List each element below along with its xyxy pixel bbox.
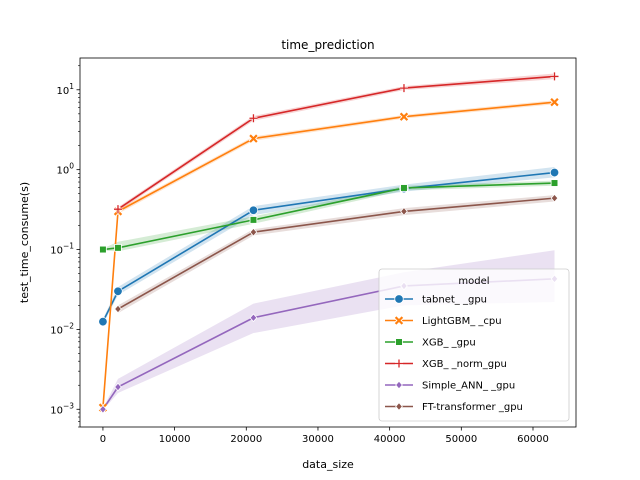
legend-marker-shape [395, 338, 403, 346]
point-series-3-1-shape [249, 114, 258, 123]
x-tick-label-1: 10000 [159, 434, 191, 445]
point-series-0-2-shape [248, 205, 259, 215]
legend-marker [394, 315, 404, 326]
legend-item-0: tabnet_ _gpu [385, 294, 487, 306]
point-series-1-3 [399, 111, 409, 122]
legend-label: Simple_ANN_ _gpu [422, 381, 515, 392]
point-series-5-0-shape [114, 304, 122, 314]
legend-item-5: FT-transformer _gpu [385, 402, 523, 413]
line-series-3 [117, 75, 555, 210]
point-series-4-1 [114, 382, 122, 392]
point-series-1-4-shape [550, 97, 559, 107]
legend-label: XGB_ _norm_gpu [422, 359, 507, 370]
point-series-5-3 [550, 193, 559, 203]
y-axis: 10−3 10−2 10−1 100 101 [50, 65, 80, 428]
point-series-1-2-shape [249, 134, 258, 143]
band-series-2 [102, 180, 555, 252]
y-tick-label-4: 101 [56, 82, 74, 97]
point-series-2-1-shape [114, 244, 122, 252]
point-series-3-2-shape [399, 84, 408, 93]
legend-item-3: XGB_ _norm_gpu [385, 359, 507, 370]
point-series-1-2 [248, 133, 259, 144]
legend-item-2: XGB_ _gpu [385, 338, 476, 349]
point-series-0-4-shape [549, 167, 560, 178]
point-series-2-4 [550, 179, 559, 187]
point-series-2-3 [400, 184, 408, 192]
legend: model tabnet_ _gpu LightGBM_ _cpu XGB_ _gp… [378, 268, 570, 422]
point-series-0-1-shape [113, 286, 123, 296]
legend-item-4: Simple_ANN_ _gpu [385, 381, 515, 392]
legend-marker-shape [395, 359, 403, 368]
point-series-4-2 [249, 313, 258, 323]
legend-marker [394, 294, 404, 304]
y-axis-title: test_time_consume(s) [18, 182, 31, 303]
x-tick-label-3: 30000 [302, 434, 334, 445]
point-series-3-0-shape [113, 205, 122, 214]
x-axis-title: data_size [302, 458, 354, 471]
y-tick-label-2: 10−1 [50, 242, 74, 257]
legend-marker [395, 359, 403, 368]
point-series-3-3-shape [550, 72, 559, 81]
point-series-2-0 [99, 245, 107, 254]
chart-title: time_prediction [281, 38, 374, 52]
y-tick-label-0: 10−3 [50, 401, 74, 416]
x-tick-label-6: 60000 [517, 434, 549, 445]
point-series-3-1 [249, 114, 258, 123]
point-series-0-0 [98, 316, 108, 327]
line-series-5 [117, 197, 555, 310]
legend-marker [395, 380, 403, 390]
point-series-5-3-shape [550, 193, 559, 203]
point-series-5-1-shape [249, 227, 258, 237]
plot-frame [79, 57, 577, 428]
legend-marker [395, 402, 403, 411]
point-series-2-2 [249, 216, 258, 224]
legend-label: tabnet_ _gpu [422, 295, 487, 306]
point-series-0-4 [549, 167, 560, 178]
point-series-0-0-shape [98, 316, 108, 327]
legend-box [378, 268, 570, 422]
point-series-3-3 [550, 72, 559, 81]
legend-title: model [458, 276, 489, 287]
band-series-3 [117, 73, 555, 212]
y-tick-label-3: 100 [56, 162, 74, 177]
band-series-5 [117, 195, 555, 314]
x-tick-label-5: 50000 [445, 434, 477, 445]
legend-marker-shape [395, 380, 403, 390]
x-tick-label-0: 0 [100, 434, 106, 445]
legend-label: FT-transformer _gpu [422, 402, 523, 413]
point-series-4-2-shape [249, 313, 258, 323]
point-series-3-2 [399, 84, 408, 93]
point-series-4-0-shape [99, 404, 107, 414]
point-series-5-2-shape [400, 207, 408, 216]
legend-marker-shape [395, 402, 403, 411]
point-series-0-2 [248, 205, 259, 215]
point-series-2-1 [114, 244, 122, 252]
y-tick-label-1: 10−2 [50, 321, 74, 336]
point-series-5-1 [249, 227, 258, 237]
legend-label: LightGBM_ _cpu [422, 316, 502, 327]
point-series-1-3-shape [399, 112, 409, 121]
legend-marker [395, 338, 403, 346]
x-axis: 0 10000 20000 30000 40000 50000 60000 [100, 427, 549, 445]
point-series-1-4 [549, 97, 560, 107]
point-series-5-2 [400, 207, 408, 216]
x-tick-label-2: 20000 [230, 434, 262, 445]
x-tick-label-4: 40000 [374, 434, 406, 445]
legend-marker-shape [394, 316, 404, 325]
point-series-4-0 [99, 404, 107, 414]
legend-item-1: LightGBM_ _cpu [385, 315, 502, 327]
point-series-4-1-shape [114, 382, 122, 392]
point-series-2-3-shape [400, 184, 408, 192]
point-series-2-2-shape [249, 216, 258, 224]
point-series-0-1 [113, 286, 123, 296]
legend-marker-shape [394, 294, 404, 304]
point-series-5-0 [114, 304, 122, 314]
legend-label: XGB_ _gpu [422, 338, 476, 349]
point-series-3-0 [113, 205, 122, 214]
point-series-2-4-shape [550, 179, 559, 187]
point-series-2-0-shape [99, 245, 107, 254]
